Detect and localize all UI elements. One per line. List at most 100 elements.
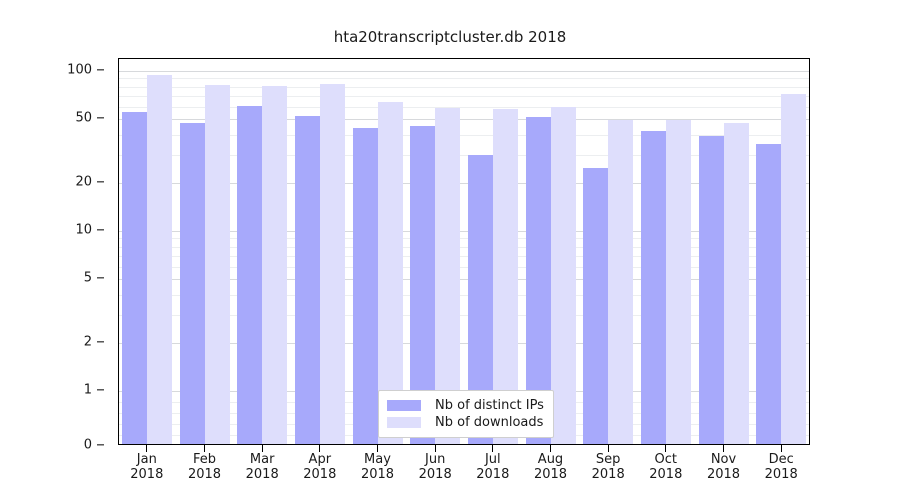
bar-downloads: [781, 93, 807, 444]
gridline-minor: [119, 266, 809, 268]
x-axis-tick-label: Sep 2018: [592, 452, 625, 482]
gridline-major: [119, 231, 809, 232]
x-axis-tick-month: Jun: [425, 452, 446, 467]
x-axis-tick-year: 2018: [476, 467, 510, 482]
x-axis-tick-label: Dec 2018: [765, 452, 798, 482]
gridline-major: [119, 342, 809, 344]
x-axis-tick-year: 2018: [245, 467, 279, 482]
bar-distinct-ips: [352, 127, 378, 444]
x-axis-tick-label: Nov 2018: [707, 452, 740, 482]
gridline-minor: [119, 78, 809, 80]
chart-title: hta20transcriptcluster.db 2018: [333, 28, 567, 46]
gridline-major: [119, 182, 809, 184]
x-axis-tick-year: 2018: [533, 467, 568, 482]
gridline-minor: [119, 86, 809, 88]
bar-downloads: [435, 108, 461, 444]
y-axis-tick-mark: [97, 277, 104, 279]
y-axis-tick-label: 50: [75, 110, 92, 126]
x-axis-tick-year: 2018: [764, 467, 798, 482]
x-axis-tick-label: Mar 2018: [246, 452, 279, 482]
y-axis-tick-mark: [97, 341, 104, 343]
y-axis-tick-label: 0: [83, 437, 92, 453]
x-axis-tick-month: Sep: [595, 452, 621, 467]
x-axis-tick-year: 2018: [591, 467, 625, 482]
x-axis-tick-year: 2018: [706, 467, 741, 482]
legend-label-downloads: Nb of downloads: [435, 415, 544, 430]
bar-downloads: [319, 83, 345, 444]
gridline-minor: [119, 246, 809, 248]
x-axis-tick-mark: [780, 445, 782, 452]
y-axis-tick-mark: [97, 389, 104, 391]
x-axis-tick-year: 2018: [418, 467, 452, 482]
gridline-minor: [119, 134, 809, 136]
bar-distinct-ips: [121, 111, 147, 444]
bar-downloads: [665, 120, 691, 444]
gridline-major: [119, 119, 809, 121]
y-axis: 100 50 20 10 5 2 1 0: [0, 0, 118, 500]
bar-downloads: [146, 74, 172, 444]
bar-distinct-ips: [237, 105, 263, 444]
x-axis-tick-year: 2018: [130, 467, 164, 482]
bar-distinct-ips: [756, 144, 782, 444]
x-axis-tick-month: Oct: [654, 452, 678, 467]
x-axis-tick-mark: [665, 445, 667, 452]
y-axis-tick-label: 1: [83, 382, 92, 398]
x-axis-tick-year: 2018: [649, 467, 683, 482]
bar-downloads: [723, 123, 749, 444]
y-axis-tick-mark: [97, 117, 104, 119]
bar-downloads: [608, 120, 634, 444]
x-axis-tick-month: Nov: [710, 452, 737, 467]
bar-distinct-ips: [525, 117, 551, 444]
x-axis-tick-mark: [549, 445, 552, 452]
bar-downloads: [492, 109, 518, 444]
x-axis-tick-label: Jun 2018: [419, 452, 452, 482]
y-axis-tick-label: 5: [83, 270, 92, 286]
x-axis-tick-label: Feb 2018: [188, 452, 221, 482]
x-axis-tick-mark: [492, 445, 494, 452]
legend-swatch-distinct-ips: [387, 400, 421, 411]
x-axis-tick-mark: [607, 445, 609, 452]
x-axis-tick-month: Jan: [136, 452, 157, 467]
x-axis-tick-label: May 2018: [361, 452, 394, 482]
x-axis-tick-label: Aug 2018: [534, 452, 567, 482]
gridline-minor: [119, 154, 809, 156]
y-axis-tick-label: 10: [75, 222, 92, 238]
bar-distinct-ips: [179, 123, 205, 444]
chart-legend: Nb of distinct IPs Nb of downloads: [378, 390, 554, 438]
gridline-minor: [119, 95, 809, 97]
x-axis-tick-month: Feb: [192, 452, 217, 467]
x-axis-tick-label: Jan 2018: [130, 452, 163, 482]
x-axis-tick-label: Apr 2018: [303, 452, 336, 482]
x-axis-tick-year: 2018: [303, 467, 337, 482]
x-axis-tick-year: 2018: [360, 467, 395, 482]
bar-downloads: [377, 102, 403, 444]
bar-distinct-ips: [583, 168, 609, 444]
y-axis-tick-label: 20: [75, 174, 92, 190]
bar-distinct-ips: [698, 136, 724, 444]
x-axis-tick-year: 2018: [187, 467, 222, 482]
bar-downloads: [204, 85, 230, 444]
y-axis-tick-mark: [97, 229, 104, 231]
gridline-minor: [119, 238, 809, 240]
x-axis-tick-mark: [319, 445, 321, 452]
x-axis-tick-mark: [261, 445, 263, 452]
x-axis-tick-mark: [203, 445, 206, 452]
y-axis-tick-mark: [97, 181, 104, 183]
x-axis-tick-month: May: [364, 452, 391, 467]
gridline-minor: [119, 294, 809, 296]
gridline-minor: [119, 106, 809, 108]
legend-item-distinct-ips: Nb of distinct IPs: [387, 397, 544, 414]
x-axis-tick-mark: [146, 445, 148, 452]
x-axis-tick-mark: [722, 445, 725, 452]
bar-downloads: [550, 106, 576, 444]
gridline-minor: [119, 255, 809, 257]
legend-label-distinct-ips: Nb of distinct IPs: [435, 398, 544, 413]
x-axis-tick-label: Oct 2018: [649, 452, 682, 482]
bar-downloads: [262, 86, 288, 444]
y-axis-tick-mark: [97, 444, 104, 446]
gridline-major: [119, 71, 809, 72]
gridline-minor: [119, 314, 809, 316]
legend-swatch-downloads: [387, 417, 421, 428]
